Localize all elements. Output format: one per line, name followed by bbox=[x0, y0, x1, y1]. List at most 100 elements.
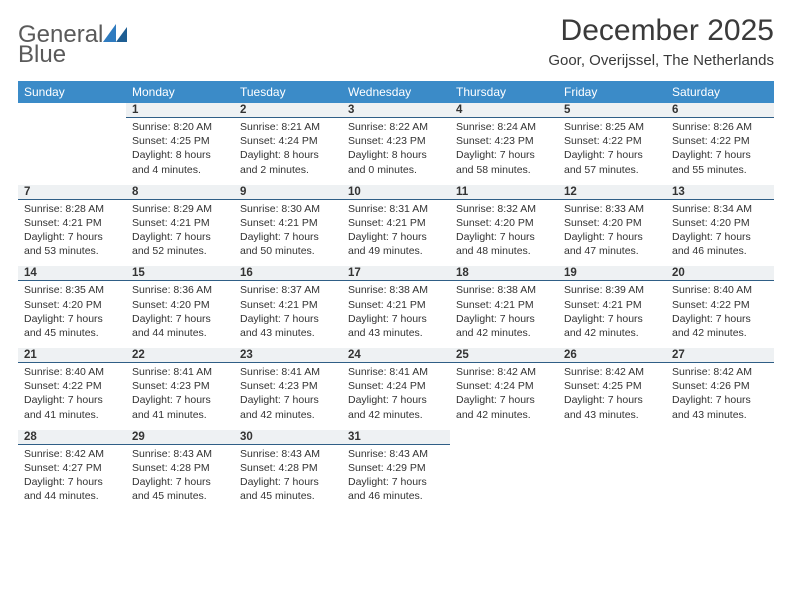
logo-text: General Blue bbox=[18, 20, 129, 67]
day-body: Sunrise: 8:33 AMSunset: 4:20 PMDaylight:… bbox=[558, 200, 666, 267]
weekday-header: Wednesday bbox=[342, 81, 450, 103]
calendar-cell: 13Sunrise: 8:34 AMSunset: 4:20 PMDayligh… bbox=[666, 185, 774, 267]
sunset-line: Sunset: 4:20 PM bbox=[672, 216, 768, 230]
sunset-line: Sunset: 4:20 PM bbox=[132, 298, 228, 312]
calendar-cell: 29Sunrise: 8:43 AMSunset: 4:28 PMDayligh… bbox=[126, 430, 234, 512]
day-number: 5 bbox=[558, 103, 666, 118]
sunrise-line: Sunrise: 8:36 AM bbox=[132, 283, 228, 297]
calendar-cell: 19Sunrise: 8:39 AMSunset: 4:21 PMDayligh… bbox=[558, 266, 666, 348]
daylight-line: Daylight: 7 hours and 45 minutes. bbox=[132, 475, 228, 503]
day-number: 17 bbox=[342, 266, 450, 281]
day-number: 23 bbox=[234, 348, 342, 363]
daylight-line: Daylight: 7 hours and 46 minutes. bbox=[348, 475, 444, 503]
day-body: Sunrise: 8:22 AMSunset: 4:23 PMDaylight:… bbox=[342, 118, 450, 185]
calendar-cell: 30Sunrise: 8:43 AMSunset: 4:28 PMDayligh… bbox=[234, 430, 342, 512]
day-body: Sunrise: 8:43 AMSunset: 4:28 PMDaylight:… bbox=[126, 445, 234, 512]
sunrise-line: Sunrise: 8:35 AM bbox=[24, 283, 120, 297]
day-body: Sunrise: 8:34 AMSunset: 4:20 PMDaylight:… bbox=[666, 200, 774, 267]
sunset-line: Sunset: 4:21 PM bbox=[348, 298, 444, 312]
sunset-line: Sunset: 4:22 PM bbox=[672, 134, 768, 148]
day-number: 20 bbox=[666, 266, 774, 281]
logo: General Blue bbox=[18, 14, 129, 67]
daylight-line: Daylight: 7 hours and 42 minutes. bbox=[564, 312, 660, 340]
day-body: Sunrise: 8:39 AMSunset: 4:21 PMDaylight:… bbox=[558, 281, 666, 348]
sunset-line: Sunset: 4:22 PM bbox=[564, 134, 660, 148]
calendar-row: 1Sunrise: 8:20 AMSunset: 4:25 PMDaylight… bbox=[18, 103, 774, 185]
sunset-line: Sunset: 4:24 PM bbox=[240, 134, 336, 148]
sunset-line: Sunset: 4:21 PM bbox=[240, 216, 336, 230]
calendar-cell: 10Sunrise: 8:31 AMSunset: 4:21 PMDayligh… bbox=[342, 185, 450, 267]
day-body: Sunrise: 8:38 AMSunset: 4:21 PMDaylight:… bbox=[450, 281, 558, 348]
daylight-line: Daylight: 7 hours and 53 minutes. bbox=[24, 230, 120, 258]
sunset-line: Sunset: 4:21 PM bbox=[456, 298, 552, 312]
sunset-line: Sunset: 4:24 PM bbox=[348, 379, 444, 393]
sunset-line: Sunset: 4:29 PM bbox=[348, 461, 444, 475]
day-number: 24 bbox=[342, 348, 450, 363]
calendar-cell: 17Sunrise: 8:38 AMSunset: 4:21 PMDayligh… bbox=[342, 266, 450, 348]
sunset-line: Sunset: 4:21 PM bbox=[24, 216, 120, 230]
calendar-cell: 23Sunrise: 8:41 AMSunset: 4:23 PMDayligh… bbox=[234, 348, 342, 430]
day-number: 6 bbox=[666, 103, 774, 118]
sunset-line: Sunset: 4:21 PM bbox=[564, 298, 660, 312]
daylight-line: Daylight: 7 hours and 44 minutes. bbox=[132, 312, 228, 340]
day-number: 14 bbox=[18, 266, 126, 281]
daylight-line: Daylight: 7 hours and 42 minutes. bbox=[240, 393, 336, 421]
calendar-cell: 7Sunrise: 8:28 AMSunset: 4:21 PMDaylight… bbox=[18, 185, 126, 267]
sunrise-line: Sunrise: 8:30 AM bbox=[240, 202, 336, 216]
day-body: Sunrise: 8:37 AMSunset: 4:21 PMDaylight:… bbox=[234, 281, 342, 348]
day-body: Sunrise: 8:42 AMSunset: 4:24 PMDaylight:… bbox=[450, 363, 558, 430]
sunrise-line: Sunrise: 8:24 AM bbox=[456, 120, 552, 134]
sunset-line: Sunset: 4:25 PM bbox=[132, 134, 228, 148]
sunrise-line: Sunrise: 8:42 AM bbox=[672, 365, 768, 379]
calendar-cell: 9Sunrise: 8:30 AMSunset: 4:21 PMDaylight… bbox=[234, 185, 342, 267]
calendar-cell: 31Sunrise: 8:43 AMSunset: 4:29 PMDayligh… bbox=[342, 430, 450, 512]
logo-mark-icon bbox=[103, 20, 129, 42]
day-number: 26 bbox=[558, 348, 666, 363]
page-title: December 2025 bbox=[548, 14, 774, 48]
sunrise-line: Sunrise: 8:25 AM bbox=[564, 120, 660, 134]
sunset-line: Sunset: 4:23 PM bbox=[132, 379, 228, 393]
day-body: Sunrise: 8:40 AMSunset: 4:22 PMDaylight:… bbox=[666, 281, 774, 348]
calendar-cell: 25Sunrise: 8:42 AMSunset: 4:24 PMDayligh… bbox=[450, 348, 558, 430]
sunrise-line: Sunrise: 8:39 AM bbox=[564, 283, 660, 297]
day-number: 29 bbox=[126, 430, 234, 445]
day-number: 4 bbox=[450, 103, 558, 118]
sunrise-line: Sunrise: 8:21 AM bbox=[240, 120, 336, 134]
sunrise-line: Sunrise: 8:43 AM bbox=[240, 447, 336, 461]
sunset-line: Sunset: 4:23 PM bbox=[240, 379, 336, 393]
sunset-line: Sunset: 4:21 PM bbox=[132, 216, 228, 230]
sunrise-line: Sunrise: 8:41 AM bbox=[348, 365, 444, 379]
day-body: Sunrise: 8:31 AMSunset: 4:21 PMDaylight:… bbox=[342, 200, 450, 267]
calendar-cell: 1Sunrise: 8:20 AMSunset: 4:25 PMDaylight… bbox=[126, 103, 234, 185]
day-body: Sunrise: 8:20 AMSunset: 4:25 PMDaylight:… bbox=[126, 118, 234, 185]
day-number: 22 bbox=[126, 348, 234, 363]
daylight-line: Daylight: 7 hours and 42 minutes. bbox=[456, 393, 552, 421]
daylight-line: Daylight: 8 hours and 0 minutes. bbox=[348, 148, 444, 176]
sunrise-line: Sunrise: 8:29 AM bbox=[132, 202, 228, 216]
day-body: Sunrise: 8:32 AMSunset: 4:20 PMDaylight:… bbox=[450, 200, 558, 267]
daylight-line: Daylight: 7 hours and 41 minutes. bbox=[24, 393, 120, 421]
calendar-cell: 24Sunrise: 8:41 AMSunset: 4:24 PMDayligh… bbox=[342, 348, 450, 430]
day-body: Sunrise: 8:26 AMSunset: 4:22 PMDaylight:… bbox=[666, 118, 774, 185]
day-number: 27 bbox=[666, 348, 774, 363]
sunset-line: Sunset: 4:22 PM bbox=[24, 379, 120, 393]
day-number: 13 bbox=[666, 185, 774, 200]
day-number: 21 bbox=[18, 348, 126, 363]
day-number: 7 bbox=[18, 185, 126, 200]
day-number: 8 bbox=[126, 185, 234, 200]
day-body: Sunrise: 8:21 AMSunset: 4:24 PMDaylight:… bbox=[234, 118, 342, 185]
sunrise-line: Sunrise: 8:38 AM bbox=[456, 283, 552, 297]
day-number: 9 bbox=[234, 185, 342, 200]
sunset-line: Sunset: 4:25 PM bbox=[564, 379, 660, 393]
daylight-line: Daylight: 7 hours and 49 minutes. bbox=[348, 230, 444, 258]
sunrise-line: Sunrise: 8:32 AM bbox=[456, 202, 552, 216]
day-body: Sunrise: 8:42 AMSunset: 4:27 PMDaylight:… bbox=[18, 445, 126, 512]
daylight-line: Daylight: 7 hours and 57 minutes. bbox=[564, 148, 660, 176]
title-block: December 2025 Goor, Overijssel, The Neth… bbox=[548, 14, 774, 69]
sunset-line: Sunset: 4:28 PM bbox=[240, 461, 336, 475]
day-body: Sunrise: 8:29 AMSunset: 4:21 PMDaylight:… bbox=[126, 200, 234, 267]
calendar-cell: 21Sunrise: 8:40 AMSunset: 4:22 PMDayligh… bbox=[18, 348, 126, 430]
daylight-line: Daylight: 7 hours and 43 minutes. bbox=[564, 393, 660, 421]
calendar-row: 7Sunrise: 8:28 AMSunset: 4:21 PMDaylight… bbox=[18, 185, 774, 267]
sunrise-line: Sunrise: 8:42 AM bbox=[456, 365, 552, 379]
